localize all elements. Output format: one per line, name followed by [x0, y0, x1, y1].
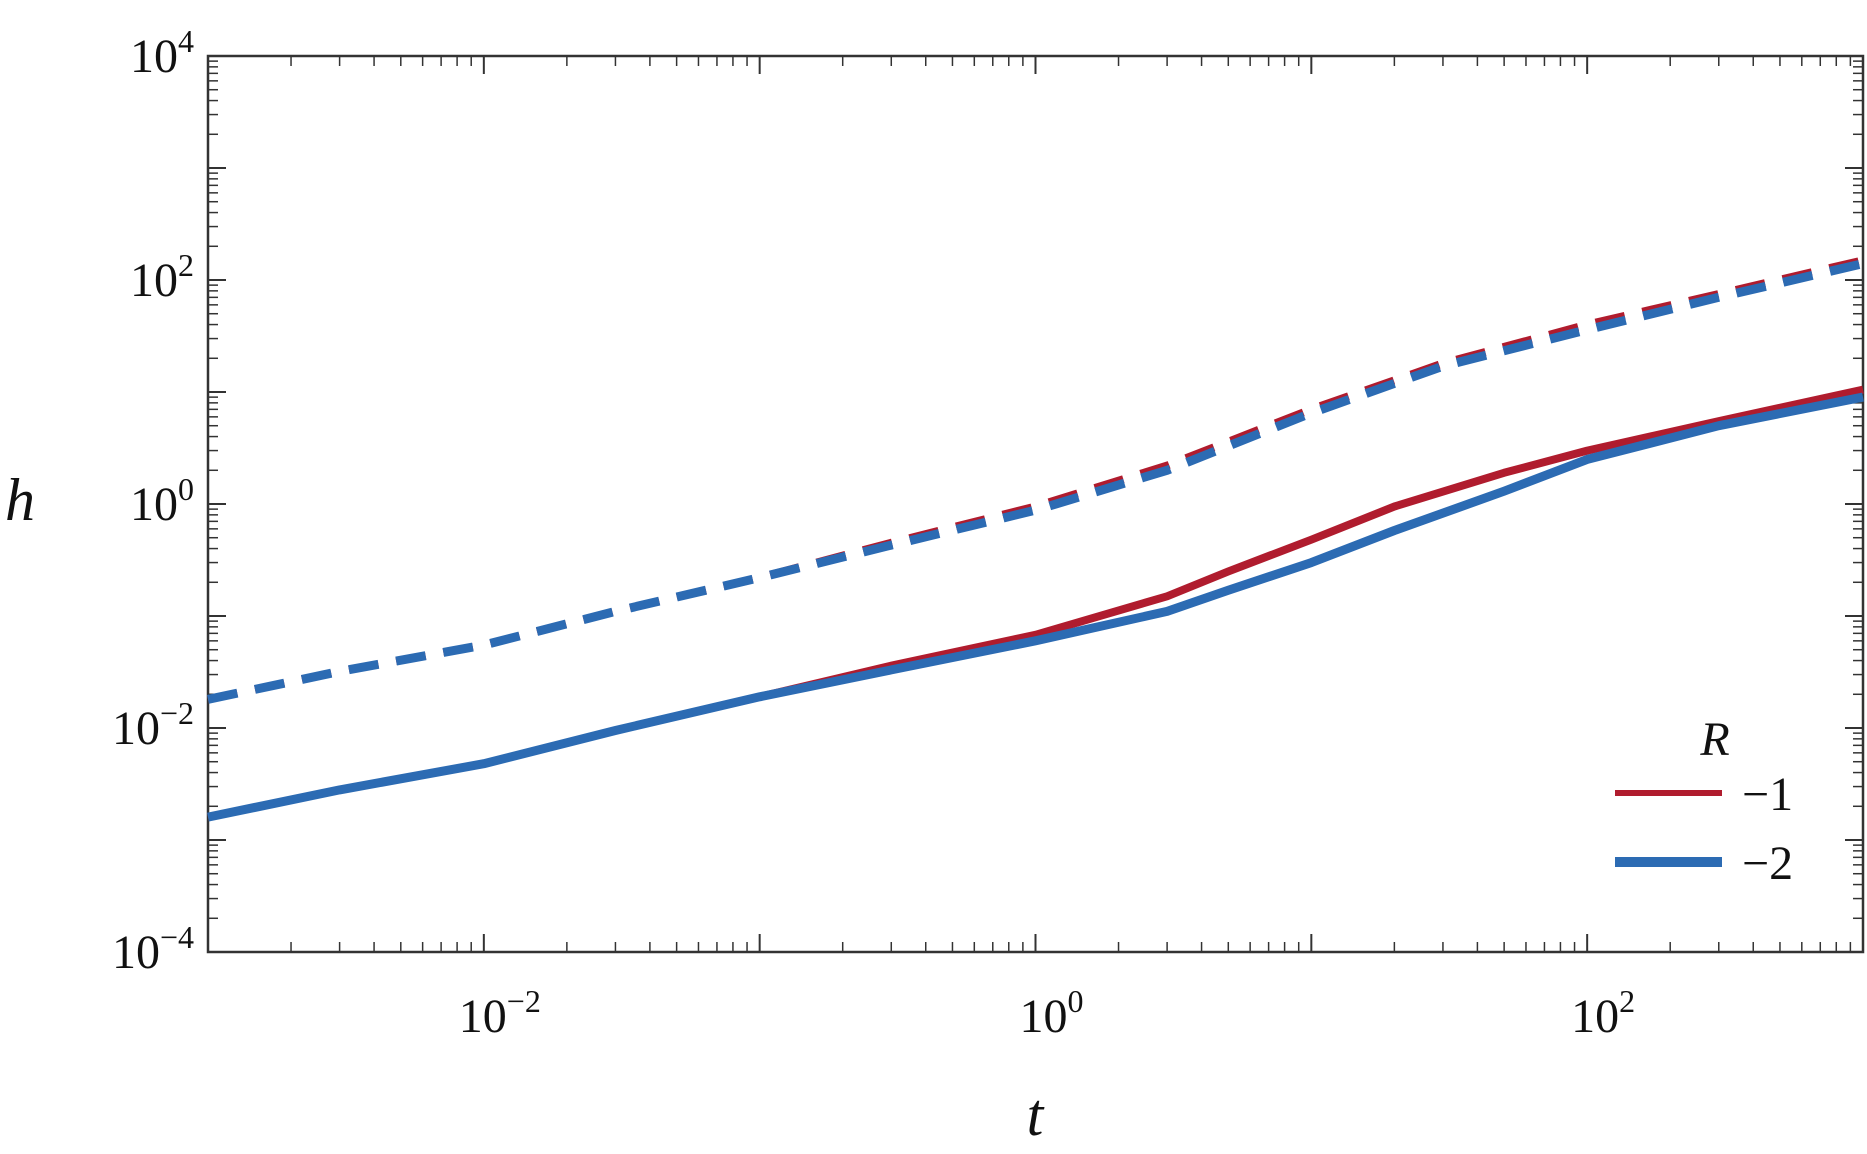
x-tick-label: 100	[1020, 983, 1084, 1043]
legend-label-r-minus2: −2	[1742, 837, 1793, 890]
y-tick-label: 102	[130, 247, 194, 307]
legend: R −1 −2	[1615, 713, 1793, 890]
series-layer	[207, 256, 1865, 822]
plot-frame	[206, 54, 1865, 954]
series-line-solid-1	[207, 392, 1864, 822]
y-tick-label: 104	[130, 23, 194, 83]
y-tick-label: 10−2	[112, 695, 194, 755]
tick-labels: 10−2 100 102 10−4 10−2 100 102 104	[112, 23, 1635, 1043]
minor-ticks	[208, 56, 1863, 952]
y-tick-label: 10−4	[112, 919, 194, 979]
major-ticks	[207, 55, 1864, 953]
legend-title: R	[1699, 713, 1729, 766]
x-axis-label: t	[1027, 1082, 1045, 1148]
y-axis-label: h	[5, 467, 35, 533]
x-tick-label: 102	[1571, 983, 1635, 1043]
legend-label-r-minus1: −1	[1742, 768, 1793, 821]
y-tick-label: 100	[130, 471, 194, 531]
x-tick-label: 10−2	[459, 983, 541, 1043]
